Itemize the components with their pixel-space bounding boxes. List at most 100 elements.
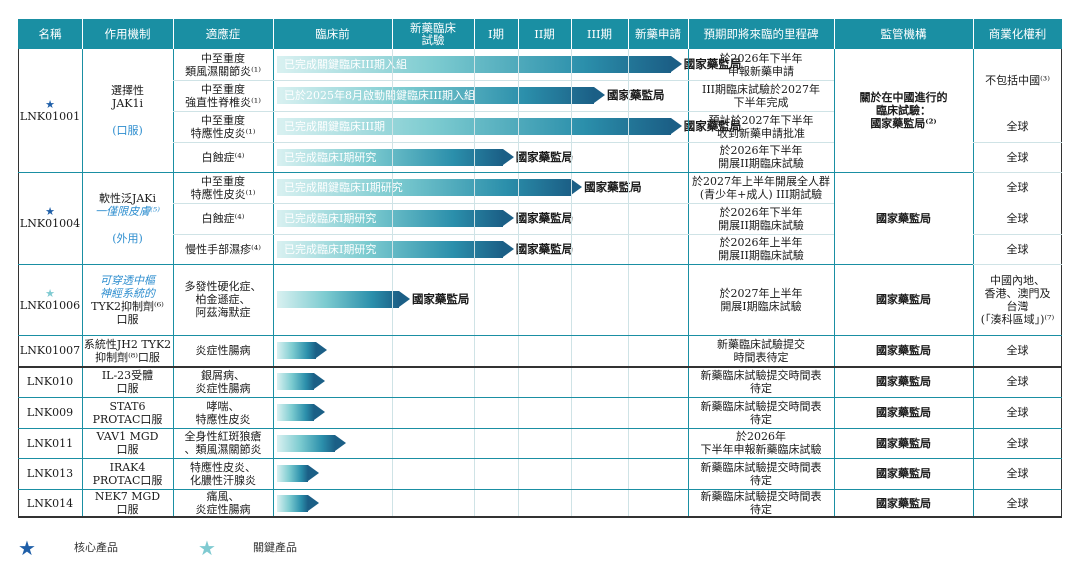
mechanism-text: STAT6 PROTAC口服 [92, 399, 163, 426]
bar-arrow-icon [398, 291, 410, 307]
bar-arrow-icon [670, 56, 682, 72]
grid-line [973, 172, 1062, 173]
indication-cell: 中至重度 特應性皮炎⁽¹⁾ [190, 113, 256, 140]
program-code-cell: LNK014 [18, 489, 82, 517]
grid-line [173, 203, 834, 204]
bar-fill [277, 148, 503, 166]
grid-line [18, 458, 1062, 459]
mechanism-cell: VAV1 MGD 口服 [82, 428, 173, 458]
grid-line [18, 49, 19, 517]
rights-cell: 中國內地、 香港、澳門及 台灣 (「湊科區域」)⁽⁷⁾ [980, 273, 1055, 326]
milestone-cell: 新藥臨床試驗提交時間表 待定 [700, 460, 822, 487]
bar-label: 已於2025年8月啟動關鍵臨床III期入組 [284, 89, 476, 102]
header-cell: 監管機構 [834, 19, 973, 49]
grid-line [82, 49, 83, 517]
regulator-cell: 國家藥監局 [876, 467, 931, 480]
progress-bar [277, 434, 346, 452]
bar-label: 已完成臨床I期研究 [284, 242, 377, 256]
bar-fill [277, 118, 671, 135]
bar-fill [277, 465, 308, 482]
progress-bar: 已完成關鍵臨床II期研究 國家藥監局 [277, 179, 642, 196]
rights-cell: 全球 [1006, 181, 1029, 194]
indication-cell: 全身性紅斑狼瘡 、類風濕關節炎 [184, 430, 262, 456]
grid-line [628, 49, 629, 517]
program-code: LNK011 [26, 436, 74, 450]
progress-bar [277, 494, 319, 512]
header-cell: 適應症 [173, 19, 273, 49]
bar-label: 已完成關鍵臨床III期入組 [284, 58, 408, 71]
mechanism-highlight: 可穿透中樞 神經系統的 [100, 273, 155, 300]
bar-fill [277, 404, 314, 421]
bar-arrow-icon [307, 465, 319, 481]
mechanism-route: (口服) [112, 124, 143, 137]
legend-key-label: 關鍵產品 [253, 541, 297, 554]
regulator-cell: 國家藥監局 [876, 406, 931, 419]
mechanism-cell: STAT6 PROTAC口服 [82, 397, 173, 428]
bar-fill [277, 434, 335, 452]
program-code: LNK01001 [19, 109, 81, 123]
program-code: LNK01004 [19, 217, 81, 230]
progress-bar [277, 465, 319, 482]
mechanism-cell: 軟性泛JAKi 一僅限皮膚⁽⁵⁾ (外用) [82, 172, 173, 264]
grid-line [18, 335, 1062, 336]
mechanism-cell: NEK7 MGD 口服 [82, 489, 173, 517]
indication-cell: 特應性皮炎、 化膿性汗腺炎 [190, 460, 256, 487]
milestone-cell: 於2026年下半年 開展II期臨床試驗 [718, 144, 804, 170]
grid-line [273, 19, 274, 49]
mechanism-cell: 可穿透中樞 神經系統的 TYK2抑制劑⁽⁶⁾ 口服 [82, 264, 173, 335]
milestone-cell: 新藥臨床試驗提交 時間表待定 [717, 337, 805, 364]
indication-cell: 慢性手部濕疹⁽⁴⁾ [185, 242, 261, 256]
regulator-cell: 國家藥監局 [876, 375, 931, 388]
program-code: LNK009 [26, 406, 74, 419]
indication-cell: 中至重度 類風濕關節炎⁽¹⁾ [185, 51, 261, 78]
grid-line [392, 19, 393, 49]
grid-line [173, 49, 174, 517]
grid-line [973, 49, 974, 517]
progress-bar: 已於2025年8月啟動關鍵臨床III期入組 國家藥監局 [277, 87, 665, 104]
bar-arrow-icon [502, 210, 514, 226]
bar-fill [277, 342, 316, 359]
bar-fill [277, 240, 503, 258]
indication-cell: 炎症性腸病 [195, 344, 251, 357]
bar-regulator-label: 國家藥監局 [683, 57, 742, 71]
mechanism-text: IRAK4 PROTAC口服 [92, 460, 163, 487]
grid-line [518, 19, 519, 49]
grid-line [834, 49, 835, 517]
key-star-icon: ★ [198, 536, 216, 560]
bar-regulator-label: 國家藥監局 [515, 149, 574, 164]
grid-line [18, 172, 1062, 173]
grid-line [18, 516, 1062, 518]
header-cell: 作用機制 [82, 19, 173, 49]
indication-cell: 中至重度 特應性皮炎⁽¹⁾ [190, 174, 256, 201]
bar-arrow-icon [334, 434, 346, 451]
mechanism-cell: 系統性JH2 TYK2 抑制劑⁽⁸⁾口服 [82, 335, 173, 366]
grid-line [571, 49, 572, 517]
grid-line [173, 234, 834, 235]
header-cell: III期 [571, 19, 628, 49]
bar-label: 已完成關鍵臨床III期 [284, 120, 386, 133]
rights-cell: 全球 [1006, 436, 1029, 450]
indication-cell: 白蝕症⁽⁴⁾ [201, 150, 245, 164]
grid-line [173, 111, 834, 112]
bar-label: 已完成臨床I期研究 [284, 212, 377, 225]
program-code-cell: LNK009 [18, 397, 82, 428]
rights-cell: 全球 [1006, 344, 1029, 357]
program-code-cell: LNK01007 [18, 335, 82, 366]
milestone-cell: 於2026年下半年 開展II期臨床試驗 [718, 205, 804, 232]
milestone-cell: III期臨床試驗於2027年 下半年完成 [701, 82, 821, 109]
mechanism-text: NEK7 MGD 口服 [94, 490, 161, 516]
grid-line [18, 489, 1062, 490]
grid-line [834, 19, 835, 49]
rights-cell: 全球 [1006, 406, 1029, 419]
header-cell: II期 [518, 19, 571, 49]
grid-line [688, 49, 689, 517]
mechanism-text: IL-23受體 口服 [101, 368, 154, 395]
mechanism-cell: IL-23受體 口服 [82, 366, 173, 397]
program-code: LNK01006 [19, 298, 81, 312]
progress-bar: 已完成臨床I期研究 國家藥監局 [277, 240, 573, 258]
bar-arrow-icon [502, 148, 514, 165]
progress-bar [277, 373, 325, 390]
milestone-cell: 於2026年 下半年申報新藥臨床試驗 [700, 430, 822, 456]
program-code-cell: LNK011 [18, 428, 82, 458]
bar-regulator-label: 國家藥監局 [683, 119, 742, 133]
